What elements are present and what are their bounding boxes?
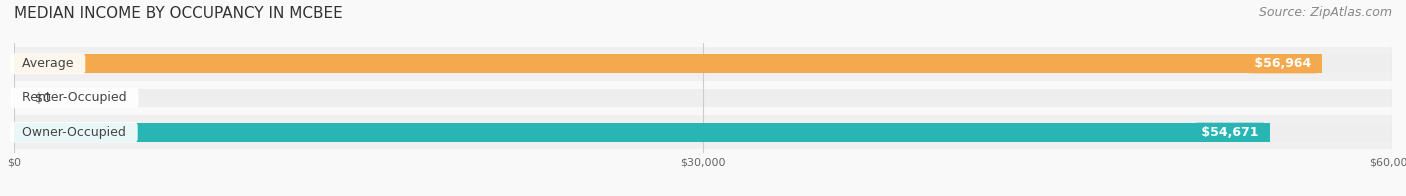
Text: Source: ZipAtlas.com: Source: ZipAtlas.com: [1258, 6, 1392, 19]
Text: $0: $0: [35, 92, 51, 104]
Bar: [14, 115, 1392, 150]
Bar: [14, 47, 1392, 81]
Bar: [14, 54, 1392, 73]
Bar: [14, 81, 1392, 115]
Text: Renter-Occupied: Renter-Occupied: [14, 92, 135, 104]
Text: MEDIAN INCOME BY OCCUPANCY IN MCBEE: MEDIAN INCOME BY OCCUPANCY IN MCBEE: [14, 6, 343, 21]
Bar: [14, 123, 1392, 142]
Text: Average: Average: [14, 57, 82, 70]
Bar: [14, 89, 1392, 107]
Bar: [14, 54, 1322, 73]
Text: Owner-Occupied: Owner-Occupied: [14, 126, 134, 139]
Bar: [14, 123, 1270, 142]
Text: $54,671: $54,671: [1197, 126, 1263, 139]
Text: $56,964: $56,964: [1250, 57, 1316, 70]
